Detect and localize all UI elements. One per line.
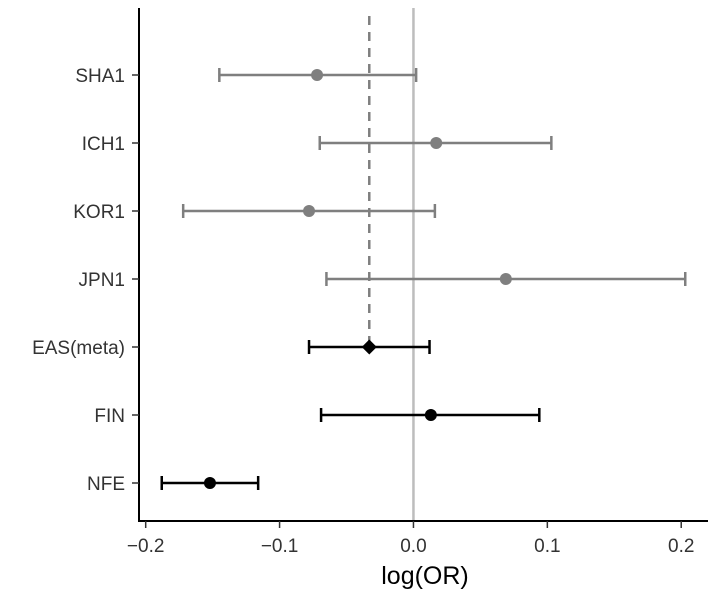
estimate-point-jpn1 <box>499 273 512 285</box>
y-tick-label: EAS(meta) <box>32 338 125 359</box>
plot-area <box>160 8 687 521</box>
estimate-diamond-eas-meta <box>361 339 377 355</box>
estimate-point-sha1 <box>311 69 324 81</box>
y-tick-label: JPN1 <box>79 270 125 291</box>
x-tick-label: 0.2 <box>668 536 694 557</box>
y-tick-label: ICH1 <box>82 134 125 155</box>
estimate-point-nfe <box>203 477 216 489</box>
x-tick-label: −0.2 <box>127 536 165 557</box>
estimate-point-ich1 <box>430 137 443 149</box>
y-tick-label: KOR1 <box>73 202 125 223</box>
x-axis-title: log(OR) <box>381 562 469 590</box>
estimate-point-fin <box>424 409 437 421</box>
y-tick-label: SHA1 <box>75 66 125 87</box>
y-tick-label: FIN <box>94 406 125 427</box>
y-tick-label: NFE <box>87 474 125 495</box>
estimate-point-kor1 <box>303 205 316 217</box>
x-tick-label: −0.1 <box>261 536 299 557</box>
x-axis-ticks: −0.2 −0.1 0.0 0.1 0.2 <box>127 521 694 557</box>
x-tick-label: 0.1 <box>534 536 560 557</box>
y-axis-ticks: SHA1 ICH1 KOR1 JPN1 EAS(meta) FIN NFE <box>32 66 139 495</box>
x-tick-label: 0.0 <box>400 536 426 557</box>
